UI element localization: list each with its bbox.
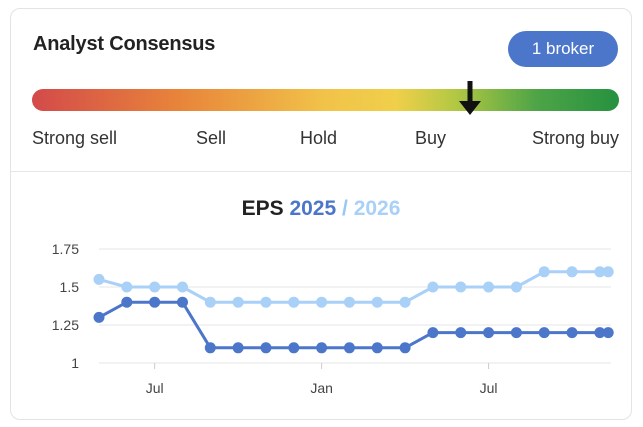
- data-point-2025: [343, 342, 355, 354]
- eps-year-2025: 2025: [289, 197, 337, 220]
- data-point-2025: [602, 327, 614, 339]
- label-hold: Hold: [300, 128, 338, 148]
- data-point-2025: [288, 342, 300, 354]
- data-point-2026: [121, 281, 133, 293]
- label-strong-sell: Strong sell: [32, 128, 118, 148]
- data-point-2025: [176, 296, 188, 308]
- data-point-2026: [483, 281, 495, 293]
- data-point-2025: [232, 342, 244, 354]
- y-tick-label: 1.75: [52, 241, 79, 257]
- data-point-2026: [371, 296, 383, 308]
- broker-count-button[interactable]: 1 broker: [508, 31, 618, 67]
- data-point-2026: [455, 281, 467, 293]
- label-buy: Buy: [415, 128, 447, 148]
- eps-title-separator: /: [342, 197, 348, 220]
- data-point-2026: [594, 266, 606, 278]
- down-arrow-icon: [459, 81, 481, 115]
- data-point-2025: [427, 327, 439, 339]
- data-point-2025: [121, 296, 133, 308]
- data-point-2026: [602, 266, 614, 278]
- data-point-2026: [232, 296, 244, 308]
- data-point-2025: [510, 327, 522, 339]
- data-point-2025: [455, 327, 467, 339]
- data-point-2025: [371, 342, 383, 354]
- data-point-2025: [594, 327, 606, 339]
- section-divider: [11, 171, 631, 172]
- data-point-2026: [538, 266, 550, 278]
- data-point-2025: [260, 342, 272, 354]
- data-point-2026: [176, 281, 188, 293]
- data-point-2026: [343, 296, 355, 308]
- y-tick-label: 1.25: [52, 317, 79, 333]
- data-point-2026: [427, 281, 439, 293]
- label-sell: Sell: [196, 128, 227, 148]
- eps-year-2026: 2026: [353, 197, 401, 220]
- eps-chart-title: EPS 2025 / 2026: [11, 197, 631, 221]
- eps-title-prefix: EPS: [241, 197, 284, 220]
- y-tick-label: 1.5: [60, 279, 80, 295]
- consensus-scale-labels: Strong sell Sell Hold Buy Strong buy: [32, 128, 619, 152]
- data-point-2026: [399, 296, 411, 308]
- data-point-2025: [399, 342, 411, 354]
- x-tick-label: Jul: [146, 380, 164, 396]
- y-tick-label: 1: [71, 355, 79, 371]
- label-strong-buy: Strong buy: [531, 128, 619, 148]
- data-point-2026: [566, 266, 578, 278]
- data-point-2026: [149, 281, 161, 293]
- data-point-2026: [288, 296, 300, 308]
- data-point-2025: [316, 342, 328, 354]
- card-title: Analyst Consensus: [33, 33, 216, 55]
- data-point-2025: [566, 327, 578, 339]
- data-point-2026: [93, 273, 105, 285]
- data-point-2025: [538, 327, 550, 339]
- data-point-2026: [260, 296, 272, 308]
- data-point-2025: [204, 342, 216, 354]
- data-point-2025: [93, 311, 105, 323]
- data-point-2026: [316, 296, 328, 308]
- x-tick-label: Jul: [480, 380, 498, 396]
- data-point-2025: [483, 327, 495, 339]
- analyst-consensus-card: Analyst Consensus 1 broker Strong sell S…: [10, 8, 632, 420]
- data-point-2025: [149, 296, 161, 308]
- eps-line-chart: 1.75 1.5 1.25 1 Jul Jan Jul: [52, 241, 614, 396]
- x-tick-label: Jan: [310, 380, 333, 396]
- data-point-2026: [204, 296, 216, 308]
- data-point-2026: [510, 281, 522, 293]
